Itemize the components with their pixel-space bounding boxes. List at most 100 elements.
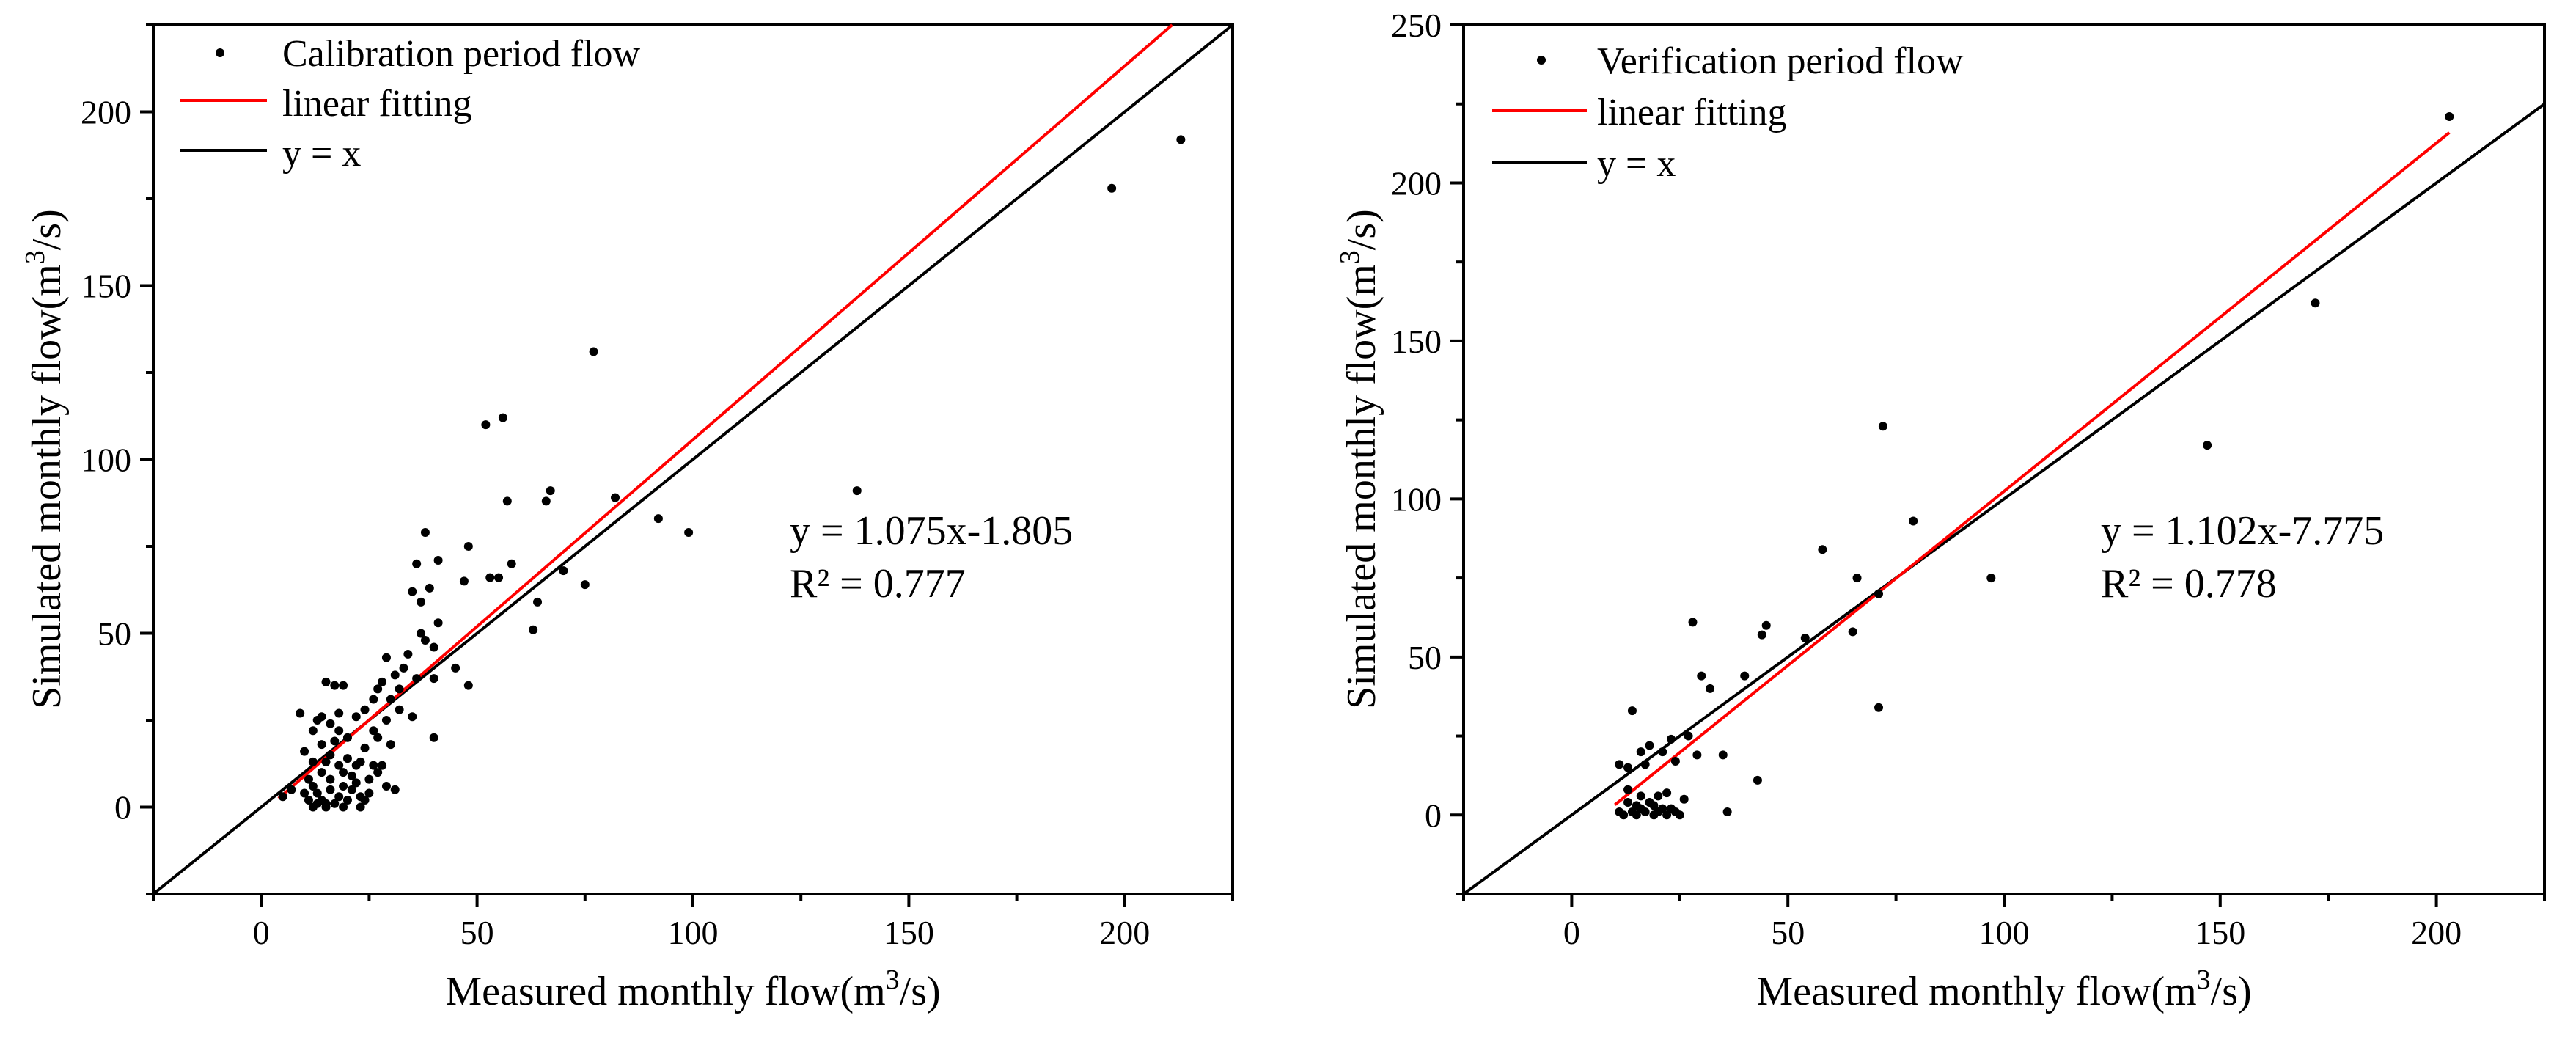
data-point (429, 733, 438, 742)
y-tick-label: 150 (1391, 323, 1442, 360)
data-point (580, 580, 590, 590)
axis-ticks (1450, 23, 2546, 907)
data-point (342, 796, 352, 805)
data-point (1800, 633, 1810, 642)
y-tick-label: 100 (1391, 480, 1442, 518)
x-axis-title: Measured monthly flow(m3/s) (1756, 964, 2251, 1014)
linear-fit-line (277, 23, 1173, 800)
data-point (369, 695, 378, 704)
data-points (1615, 111, 2454, 820)
data-point (373, 684, 383, 694)
legend-marker-points (1537, 56, 1546, 65)
fit-equation: y = 1.102x-7.775 (2101, 508, 2384, 554)
data-point (1740, 671, 1750, 681)
data-point (395, 684, 404, 694)
data-point (408, 587, 417, 596)
data-point (312, 788, 322, 798)
data-point (1697, 671, 1706, 681)
data-point (1627, 706, 1637, 716)
data-point (1662, 788, 1672, 798)
data-point (589, 347, 598, 356)
data-point (373, 733, 383, 742)
x-tick-label: 150 (884, 914, 934, 951)
y-tick-label: 50 (98, 615, 131, 653)
y-tick-label: 150 (81, 268, 131, 305)
legend-label-identity: y = x (1597, 143, 1676, 185)
data-point (364, 774, 374, 784)
fit-equation: y = 1.075x-1.805 (790, 508, 1073, 554)
data-point (529, 625, 538, 634)
data-point (494, 573, 504, 582)
data-point (1852, 574, 1862, 583)
legend: Verification period flow linear fitting … (1492, 40, 1964, 185)
data-point (417, 629, 426, 638)
linear-fit-line (1614, 131, 2451, 806)
data-point (1640, 807, 1650, 816)
data-point (347, 785, 356, 794)
data-point (308, 782, 318, 791)
data-point (1675, 810, 1684, 820)
verification-scatter-panel: 0 50 100 150 200 0 50 100 150 200 250 Verificatio… (1335, 7, 2546, 1014)
data-point (459, 576, 469, 586)
data-point (326, 785, 335, 794)
data-point (429, 642, 438, 652)
data-point (1662, 810, 1672, 820)
data-point (1722, 807, 1732, 816)
data-point (2203, 441, 2212, 450)
data-point (334, 726, 344, 736)
x-tick-labels: 0 50 100 150 200 (1563, 914, 2462, 951)
y-tick-labels: 0 50 100 150 200 (81, 94, 131, 827)
y-tick-label: 250 (1391, 7, 1442, 44)
data-point (351, 712, 361, 722)
x-tick-label: 0 (1563, 914, 1580, 951)
data-point (546, 486, 555, 496)
data-point (321, 677, 331, 686)
data-point (386, 695, 395, 704)
data-point (390, 785, 400, 794)
data-point (1623, 798, 1633, 807)
data-point (502, 496, 512, 506)
legend-label-identity: y = x (282, 133, 361, 175)
data-point (1107, 183, 1117, 193)
data-point (1692, 750, 1702, 760)
y-axis-title: Simulated monthly flow(m3/s) (20, 209, 70, 709)
data-point (373, 768, 383, 777)
data-point (339, 802, 348, 812)
data-point (1718, 750, 1728, 760)
data-point (481, 420, 491, 430)
y-tick-label: 200 (81, 94, 131, 131)
data-point (395, 705, 404, 714)
data-point (1636, 747, 1645, 757)
data-point (417, 597, 426, 607)
x-tick-label: 150 (2195, 914, 2245, 951)
y-tick-label: 50 (1408, 639, 1442, 676)
data-point (287, 785, 296, 794)
data-point (1658, 804, 1667, 813)
data-point (339, 782, 348, 791)
data-point (1623, 785, 1633, 794)
data-point (399, 663, 408, 673)
data-point (378, 761, 387, 770)
data-point (463, 681, 473, 690)
data-point (1640, 760, 1650, 769)
data-point (1649, 801, 1659, 810)
data-point (334, 708, 344, 718)
data-point (381, 716, 391, 725)
data-point (1654, 791, 1663, 801)
data-point (356, 802, 365, 812)
y-tick-labels: 0 50 100 150 200 250 (1391, 7, 1442, 834)
legend-label-points: Calibration period flow (282, 33, 641, 75)
data-point (507, 559, 516, 568)
data-point (408, 712, 417, 722)
data-point (1619, 810, 1629, 820)
data-point (300, 788, 309, 798)
data-point (339, 681, 348, 690)
x-tick-label: 50 (1771, 914, 1805, 951)
data-point (317, 712, 326, 722)
data-point (420, 635, 430, 645)
data-point (330, 799, 340, 808)
data-point (360, 705, 370, 714)
data-point (1874, 703, 1884, 712)
data-point (463, 542, 473, 551)
data-point (1684, 731, 1693, 741)
